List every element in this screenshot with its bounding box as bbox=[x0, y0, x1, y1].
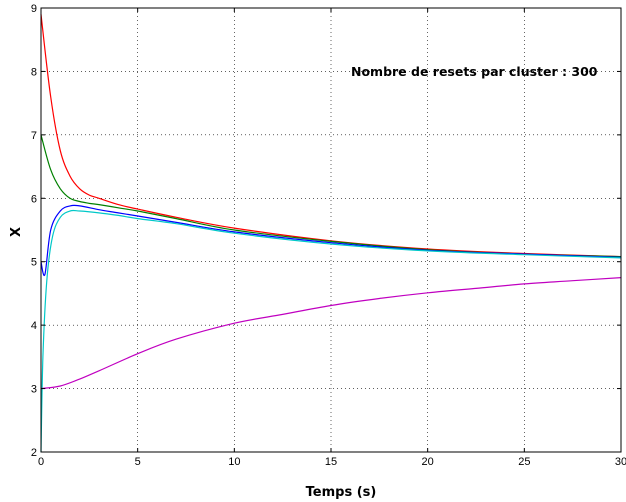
y-tick-label: 6 bbox=[31, 193, 37, 205]
y-axis-label: X bbox=[9, 227, 24, 237]
y-tick-label: 4 bbox=[31, 320, 37, 332]
x-axis-label: Temps (s) bbox=[306, 485, 377, 500]
x-tick-label: 20 bbox=[422, 456, 434, 468]
y-tick-label: 7 bbox=[31, 130, 37, 142]
y-tick-label: 3 bbox=[31, 384, 37, 396]
series-line bbox=[40, 209, 622, 453]
x-tick-label: 0 bbox=[38, 456, 44, 468]
y-tick-label: 9 bbox=[31, 3, 37, 15]
annotation-text: Nombre de resets par cluster : 300 bbox=[351, 64, 598, 79]
grid bbox=[41, 8, 621, 452]
y-tick-label: 8 bbox=[31, 66, 37, 78]
ticks: 0 5 10 15 20 25 30 2 3 4 5 6 7 8 9 bbox=[31, 3, 626, 468]
y-tick-label: 5 bbox=[31, 257, 37, 269]
y-tick-label: 2 bbox=[31, 447, 37, 459]
x-tick-label: 5 bbox=[135, 456, 141, 468]
series-line bbox=[40, 14, 622, 258]
series-line bbox=[40, 277, 622, 390]
series-group bbox=[40, 14, 622, 453]
x-tick-label: 30 bbox=[615, 456, 626, 468]
x-tick-label: 10 bbox=[228, 456, 240, 468]
x-tick-label: 25 bbox=[518, 456, 530, 468]
x-tick-label: 15 bbox=[325, 456, 337, 468]
